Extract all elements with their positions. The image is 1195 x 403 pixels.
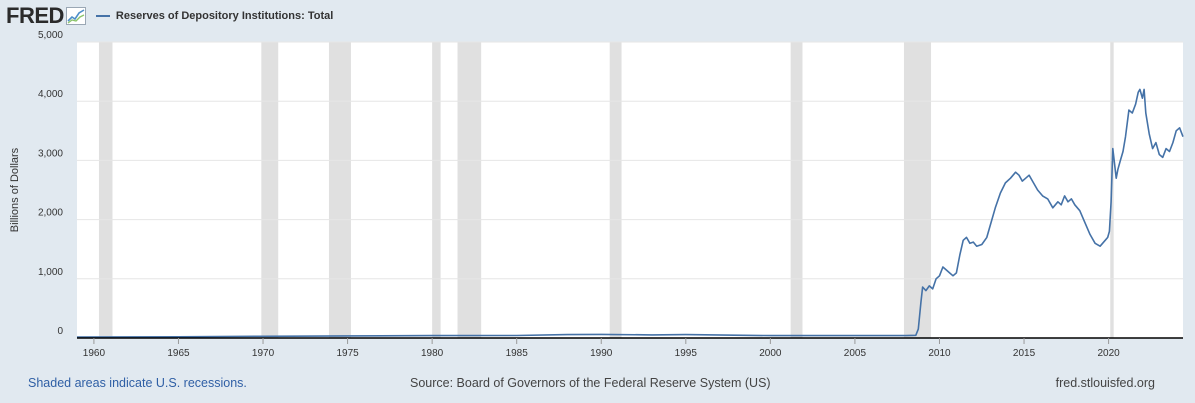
plot-background	[77, 42, 1183, 338]
x-tick-label: 1975	[336, 348, 359, 359]
x-tick-label: 1970	[252, 348, 275, 359]
x-tick-label: 2020	[1097, 348, 1120, 359]
x-axis-ticks: 1960 1965 1970 1975 1980 1985 1990 1995 2000 2005…	[83, 338, 1120, 359]
chart-header: FRED Reserves of Depository Institutions…	[6, 3, 333, 29]
x-tick-label: 1990	[590, 348, 613, 359]
x-tick-label: 1980	[421, 348, 444, 359]
recession-band-6	[790, 42, 803, 338]
x-tick-label: 2000	[759, 348, 782, 359]
y-tick-label: 2,000	[38, 208, 63, 219]
y-tick-label: 3,000	[38, 148, 63, 159]
y-tick-label: 5,000	[38, 30, 63, 41]
legend-series-label: Reserves of Depository Institutions: Tot…	[115, 10, 334, 22]
chart-legend[interactable]: Reserves of Depository Institutions: Tot…	[95, 10, 334, 22]
x-tick-label: 1995	[675, 348, 698, 359]
fred-chart-icon	[65, 7, 86, 25]
recession-band-2	[328, 42, 351, 338]
x-tick-label: 1960	[83, 348, 106, 359]
recession-band-7	[903, 42, 932, 338]
y-tick-label: 0	[57, 326, 63, 337]
series-layer	[76, 88, 1184, 338]
recessions-note: Shaded areas indicate U.S. recessions.	[28, 376, 247, 390]
recession-band-4	[457, 42, 482, 338]
y-tick-label: 1,000	[38, 267, 63, 278]
y-tick-label: 4,000	[38, 89, 63, 100]
fred-logo[interactable]: FRED	[6, 3, 64, 28]
y-axis-ticks: 0 1,000 2,000 3,000 4,000 5,000	[38, 30, 63, 337]
x-tick-label: 1965	[167, 348, 190, 359]
recession-band-3	[432, 42, 441, 338]
grid-lines	[77, 41, 1183, 280]
site-link[interactable]: fred.stlouisfed.org	[1055, 376, 1155, 390]
recession-band-1	[261, 42, 279, 338]
legend-swatch	[95, 15, 110, 17]
x-tick-label: 1985	[506, 348, 529, 359]
recession-shading	[98, 42, 1114, 338]
recession-band-0	[98, 42, 113, 338]
x-tick-label: 2015	[1013, 348, 1036, 359]
y-axis-label: Billions of Dollars	[9, 147, 21, 232]
recession-band-5	[609, 42, 622, 338]
source-note: Source: Board of Governors of the Federa…	[410, 376, 771, 390]
series-line-0	[76, 88, 1184, 338]
x-tick-label: 2010	[928, 348, 951, 359]
x-tick-label: 2005	[844, 348, 867, 359]
